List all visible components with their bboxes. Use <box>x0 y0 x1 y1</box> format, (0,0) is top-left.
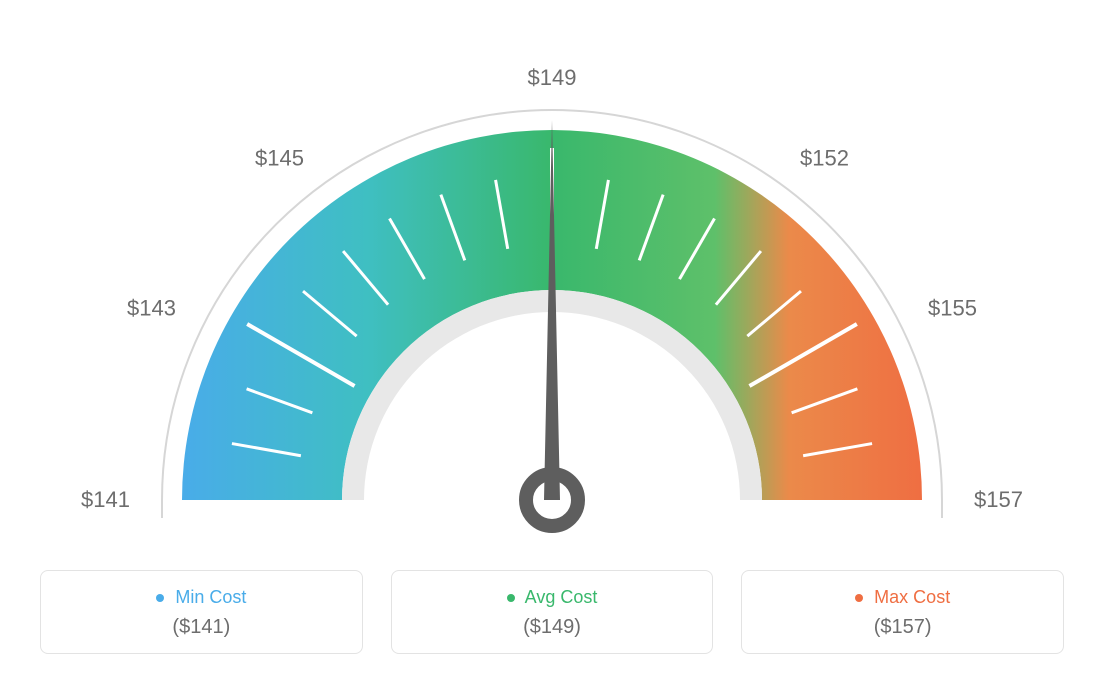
legend-label-min-text: Min Cost <box>175 587 246 607</box>
gauge-svg: $141 $143 $145 $149 $152 $155 $157 <box>0 0 1104 560</box>
cost-gauge-chart: $141 $143 $145 $149 $152 $155 $157 <box>0 0 1104 560</box>
svg-text:$155: $155 <box>928 295 977 320</box>
svg-text:$141: $141 <box>81 487 130 512</box>
legend-label-max-text: Max Cost <box>874 587 950 607</box>
dot-avg <box>507 594 515 602</box>
svg-text:$145: $145 <box>255 146 304 171</box>
svg-text:$143: $143 <box>127 295 176 320</box>
legend-card-max: Max Cost ($157) <box>741 570 1064 654</box>
legend-row: Min Cost ($141) Avg Cost ($149) Max Cost… <box>0 570 1104 654</box>
legend-label-avg: Avg Cost <box>402 587 703 608</box>
legend-value-max: ($157) <box>752 616 1053 639</box>
svg-text:$157: $157 <box>974 487 1023 512</box>
dot-max <box>855 594 863 602</box>
legend-card-min: Min Cost ($141) <box>40 570 363 654</box>
svg-text:$149: $149 <box>528 65 577 90</box>
legend-label-max: Max Cost <box>752 587 1053 608</box>
legend-card-avg: Avg Cost ($149) <box>391 570 714 654</box>
dot-min <box>156 594 164 602</box>
svg-text:$152: $152 <box>800 146 849 171</box>
legend-label-min: Min Cost <box>51 587 352 608</box>
legend-value-min: ($141) <box>51 616 352 639</box>
legend-value-avg: ($149) <box>402 616 703 639</box>
legend-label-avg-text: Avg Cost <box>525 587 598 607</box>
